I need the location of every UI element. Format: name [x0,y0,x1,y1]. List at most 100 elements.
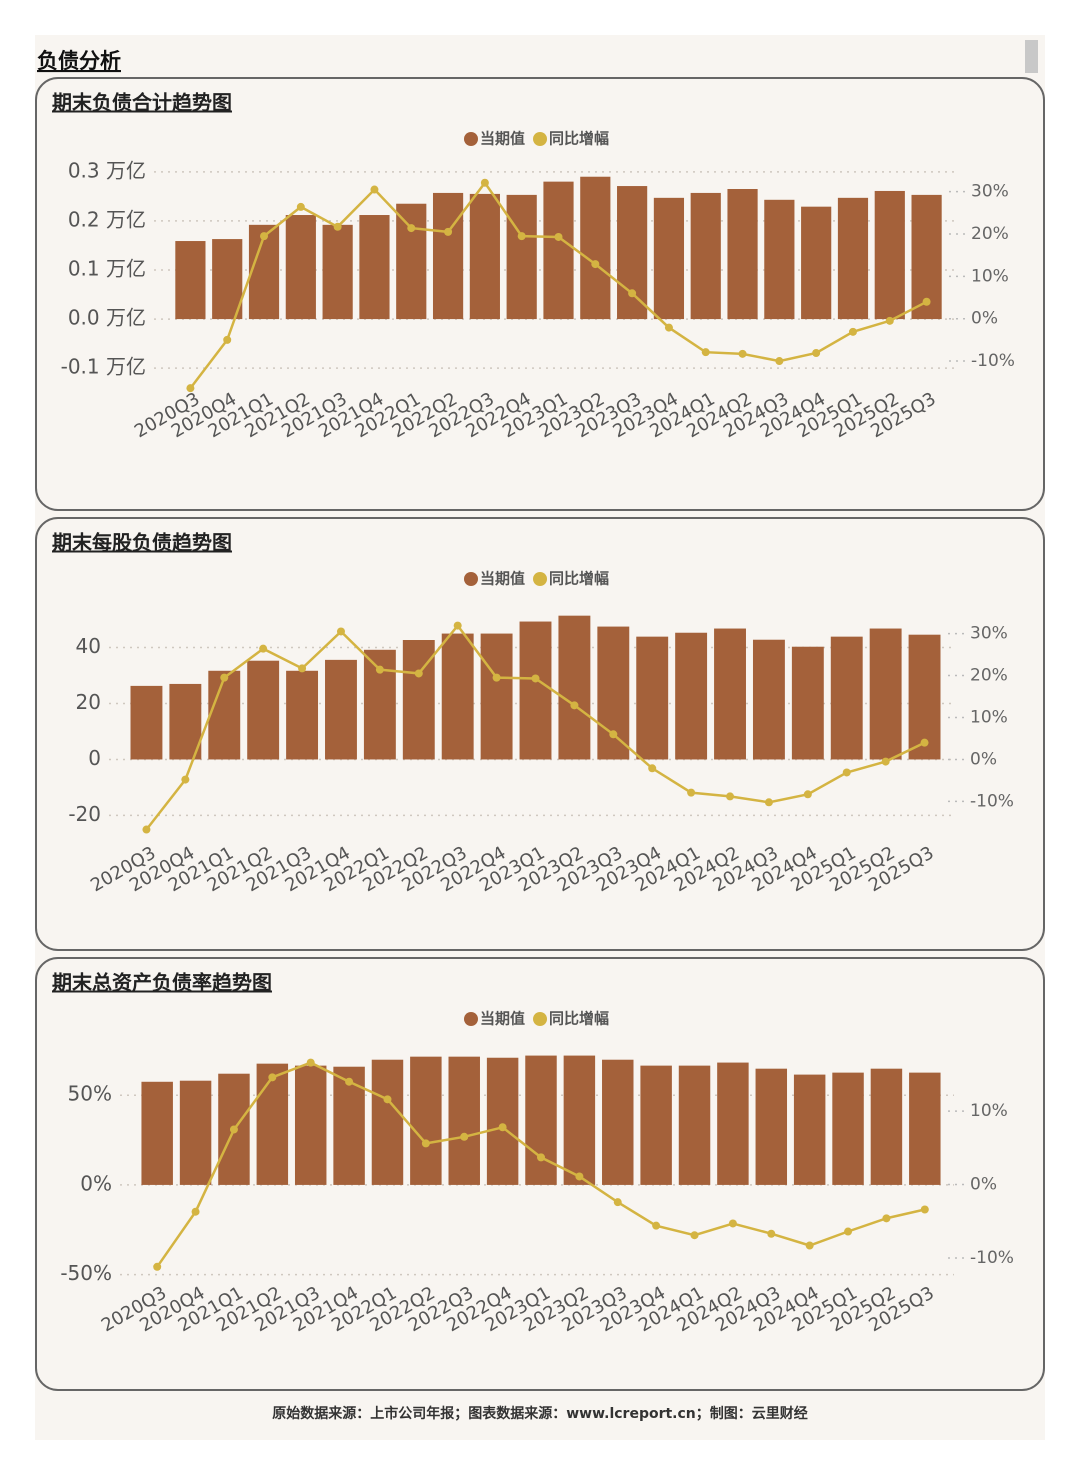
bar [175,241,206,320]
line-point [345,1077,354,1086]
bar [212,239,243,320]
chart-title: 期末每股负债趋势图 [52,531,232,555]
scrollbar[interactable] [1025,40,1038,73]
y2-tick-label: 0% [971,309,998,329]
bar [322,224,353,320]
bar [752,639,785,760]
footer: 原始数据来源：上市公司年报；图表数据来源：www.lcreport.cn；制图：… [272,1405,808,1422]
bar [208,670,241,760]
bar [285,215,316,320]
y-tick-label: -50% [60,1261,112,1285]
line-point [414,669,423,678]
bar [597,626,630,760]
line-point [375,665,384,674]
bar [874,190,905,320]
line-point [383,1095,392,1104]
y-tick-label: 20 [76,690,101,714]
legend-label: 当期值 [480,570,525,588]
line-point [628,289,637,298]
line-point [687,788,696,797]
bar [832,1072,864,1185]
bar [801,206,832,320]
line-point [191,1207,200,1216]
y2-tick-label: 10% [970,1101,1008,1121]
line-point [220,673,229,682]
line-point [531,674,540,683]
bar [714,628,746,760]
bar [141,1081,173,1185]
y-tick-label: 0.0 万亿 [68,306,146,330]
line-point [336,627,345,636]
line-point [728,1219,737,1228]
bar [448,1056,480,1185]
line-point [664,323,673,332]
legend-marker [464,132,478,146]
line-point [453,621,462,630]
line-point [767,1229,776,1238]
y-tick-label: 40 [76,634,101,658]
line-point [920,738,929,747]
bar [247,660,280,760]
bar [640,1065,672,1185]
panel [35,957,1045,1391]
bar [469,193,500,320]
line-point [229,1125,238,1134]
legend-marker [464,572,478,586]
legend-marker [464,1012,478,1026]
legend-marker [533,1012,548,1026]
line-point [444,227,453,236]
line-point [498,1123,507,1132]
line-point [268,1073,277,1082]
bar [909,1072,941,1185]
line-point [648,764,657,773]
line-point [296,202,305,211]
line-point [803,790,812,799]
bar [764,199,795,320]
y-tick-label: 0% [80,1171,112,1195]
bar [908,634,941,760]
bar [727,189,758,320]
bar [294,1065,327,1185]
line-point [537,1153,545,1162]
y2-tick-label: 30% [971,182,1009,202]
bar [837,197,869,320]
bar [558,615,591,760]
y-tick-label: -20 [68,802,101,826]
y2-tick-label: 30% [970,624,1008,644]
bar [755,1068,788,1185]
page-title: 负债分析 [37,49,121,73]
bar [675,632,708,760]
bar [371,1059,404,1185]
bar [441,633,474,760]
bar [602,1059,634,1185]
line-point [181,775,190,784]
legend-label: 当期值 [480,130,525,148]
chart-title: 期末负债合计趋势图 [52,91,232,115]
bar [506,194,537,320]
line-point [591,260,600,269]
line-point [554,232,563,241]
y2-tick-label: 10% [970,708,1008,728]
legend-label: 同比增幅 [549,570,609,588]
line-point [260,232,269,241]
bar [869,628,902,760]
line-point [738,349,747,358]
bar [130,685,163,760]
line-point [570,701,579,710]
y-tick-label: 0.1 万亿 [68,257,146,281]
bar [396,203,427,320]
line-point [805,1241,814,1250]
line-point [421,1139,430,1148]
line-point [153,1262,162,1271]
bar [830,636,863,760]
y2-tick-label: -10% [970,791,1014,811]
line-point [726,792,735,801]
bar [179,1080,212,1185]
legend-marker [533,132,548,146]
bar [410,1056,442,1185]
line-point [885,316,894,325]
line-point [480,178,489,187]
line-point [922,297,931,306]
line-point [844,1227,853,1236]
